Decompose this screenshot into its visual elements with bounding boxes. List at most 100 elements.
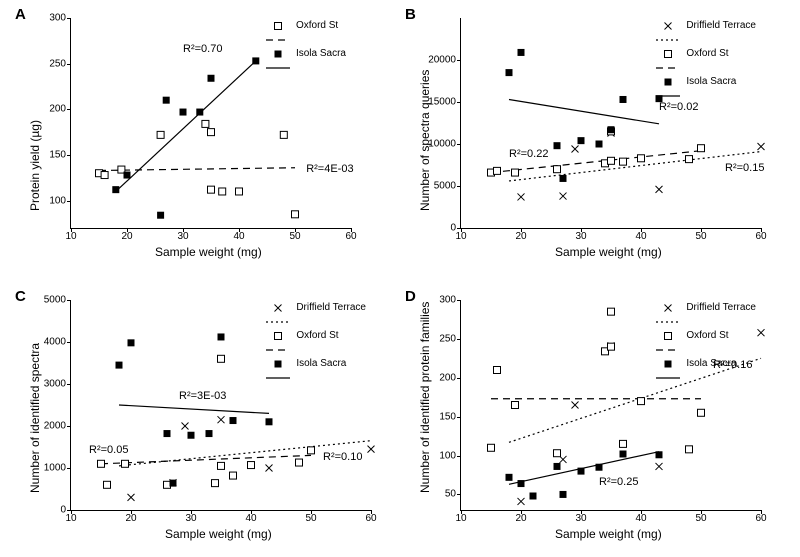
legend-marker-oxford [266,21,290,31]
marker-driffield [758,329,765,336]
marker-isola [620,451,627,458]
ytick-label: 250 [49,58,66,69]
legend-item-oxford: Oxford St [656,48,756,59]
legend-label: Oxford St [296,330,338,341]
xtick-label: 10 [455,231,466,242]
marker-isola [554,142,561,149]
marker-isola [560,491,567,498]
marker-oxford [208,129,215,136]
xtick-label: 60 [365,513,376,524]
marker-isola [560,175,567,182]
marker-driffield [518,193,525,200]
marker-isola [608,126,615,133]
legend-line-swatch [266,35,290,45]
ytick-label: 5000 [44,295,66,306]
marker-isola [128,339,135,346]
xtick-label: 60 [345,231,356,242]
ylabel: Protein yield (µg) [28,120,42,211]
marker-driffield [656,463,663,470]
marker-oxford [230,472,237,479]
marker-oxford [296,459,303,466]
legend: Oxford St Isola Sacra [266,20,346,76]
marker-isola [578,468,585,475]
legend-line-swatch [266,373,290,383]
legend: Driffield Terrace Oxford St Isola Sacra [266,302,366,386]
legend-label: Driffield Terrace [296,302,366,313]
marker-oxford [554,166,561,173]
ytick-label: 3000 [44,379,66,390]
ytick-label: 50 [445,489,456,500]
xtick-label: 50 [305,513,316,524]
fit-line-isola [119,405,269,413]
r2-label-driffield: R²=0.10 [323,451,362,463]
xtick-label: 20 [515,513,526,524]
legend-label: Isola Sacra [686,76,736,87]
ytick-label: 300 [49,13,66,24]
marker-isola [188,432,195,439]
ytick-label: 0 [450,223,456,234]
marker-oxford [164,481,171,488]
marker-oxford [698,145,705,152]
panel-label: B [405,6,416,23]
panel-label: C [15,288,26,305]
legend-line-swatch [266,345,290,355]
legend-line-isola [656,90,756,101]
r2-label-oxford: R²=4E-03 [306,163,353,175]
marker-isola [596,141,603,148]
marker-isola [596,464,603,471]
marker-oxford [512,169,519,176]
marker-oxford [620,158,627,165]
r2-label-driffield: R²=0.15 [725,162,764,174]
legend-item-isola: Isola Sacra [656,358,756,369]
legend-marker-isola [656,359,680,369]
legend-line-isola [266,62,346,73]
marker-isola [218,333,225,340]
marker-driffield [218,416,225,423]
marker-oxford [208,186,215,193]
legend-label: Isola Sacra [296,48,346,59]
marker-isola [230,417,237,424]
r2-label-isola: R²=0.25 [599,476,638,488]
marker-driffield [572,402,579,409]
legend-label: Oxford St [686,48,728,59]
marker-oxford [638,155,645,162]
ytick-label: 5000 [434,181,456,192]
panel-B: B10203040506005000100001500020000R²=0.15… [460,18,760,228]
ytick [67,510,71,511]
marker-oxford [494,367,501,374]
marker-oxford [292,211,299,218]
ylabel: Number of spectra queries [418,70,432,211]
ytick-label: 100 [439,450,456,461]
legend-line-swatch [656,91,680,101]
legend-line-swatch [266,317,290,327]
r2-label-oxford: R²=0.22 [509,148,548,160]
marker-isola [266,418,273,425]
legend-marker-oxford [266,331,290,341]
xtick-label: 50 [289,231,300,242]
ytick-label: 150 [439,411,456,422]
marker-isola [208,75,215,82]
legend-line-oxford [266,34,346,45]
xtick-label: 30 [575,231,586,242]
marker-oxford [494,167,501,174]
marker-isola [252,57,259,64]
marker-driffield [518,498,525,505]
marker-isola [578,137,585,144]
ytick-label: 200 [49,104,66,115]
legend: Driffield Terrace Oxford St Isola Sacra [656,302,756,386]
panel-label: A [15,6,26,23]
panel-D: D10203040506050100150200250300R²=0.16R²=… [460,300,760,510]
r2-label-oxford: R²=0.05 [89,444,128,456]
marker-driffield [368,446,375,453]
legend-line-swatch [656,345,680,355]
legend: Driffield Terrace Oxford St Isola Sacra [656,20,756,104]
xlabel: Sample weight (mg) [555,245,662,259]
legend-line-swatch [656,317,680,327]
legend-line-driffield [656,316,756,327]
ylabel: Number of identified spectra [28,343,42,493]
legend-label: Driffield Terrace [686,20,756,31]
xtick-label: 20 [515,231,526,242]
xtick-label: 50 [695,231,706,242]
marker-isola [206,430,213,437]
legend-item-driffield: Driffield Terrace [266,302,366,313]
